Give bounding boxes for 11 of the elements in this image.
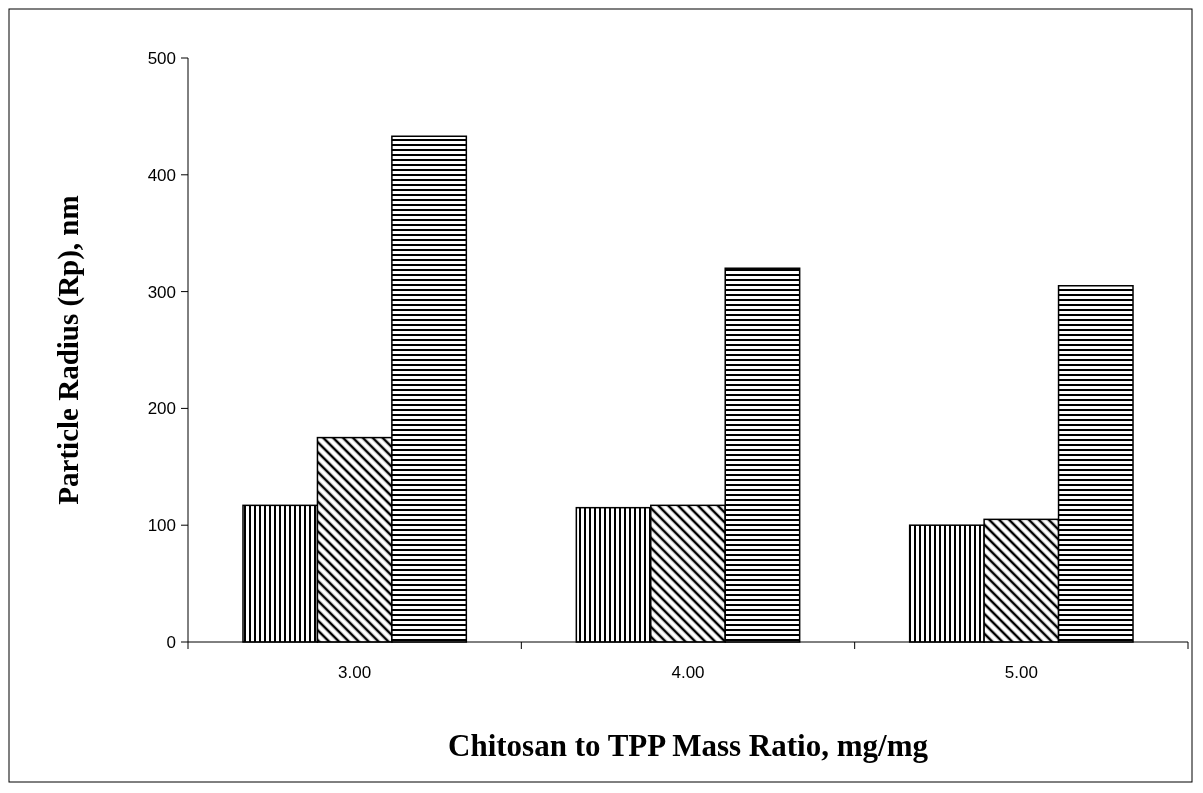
x-tick-label: 4.00 bbox=[671, 663, 705, 682]
y-tick-label: 0 bbox=[166, 632, 176, 652]
x-tick-label: 5.00 bbox=[1004, 663, 1038, 682]
y-tick-label: 400 bbox=[147, 165, 176, 185]
y-tick-label: 500 bbox=[147, 48, 176, 68]
y-tick-label: 300 bbox=[147, 282, 176, 302]
y-axis-title: Particle Radius (Rp), nm bbox=[52, 195, 85, 505]
y-tick-label: 200 bbox=[147, 399, 176, 419]
y-tick-label: 100 bbox=[147, 516, 176, 536]
x-axis-title: Chitosan to TPP Mass Ratio, mg/mg bbox=[448, 728, 929, 763]
x-tick-label: 3.00 bbox=[338, 663, 372, 682]
